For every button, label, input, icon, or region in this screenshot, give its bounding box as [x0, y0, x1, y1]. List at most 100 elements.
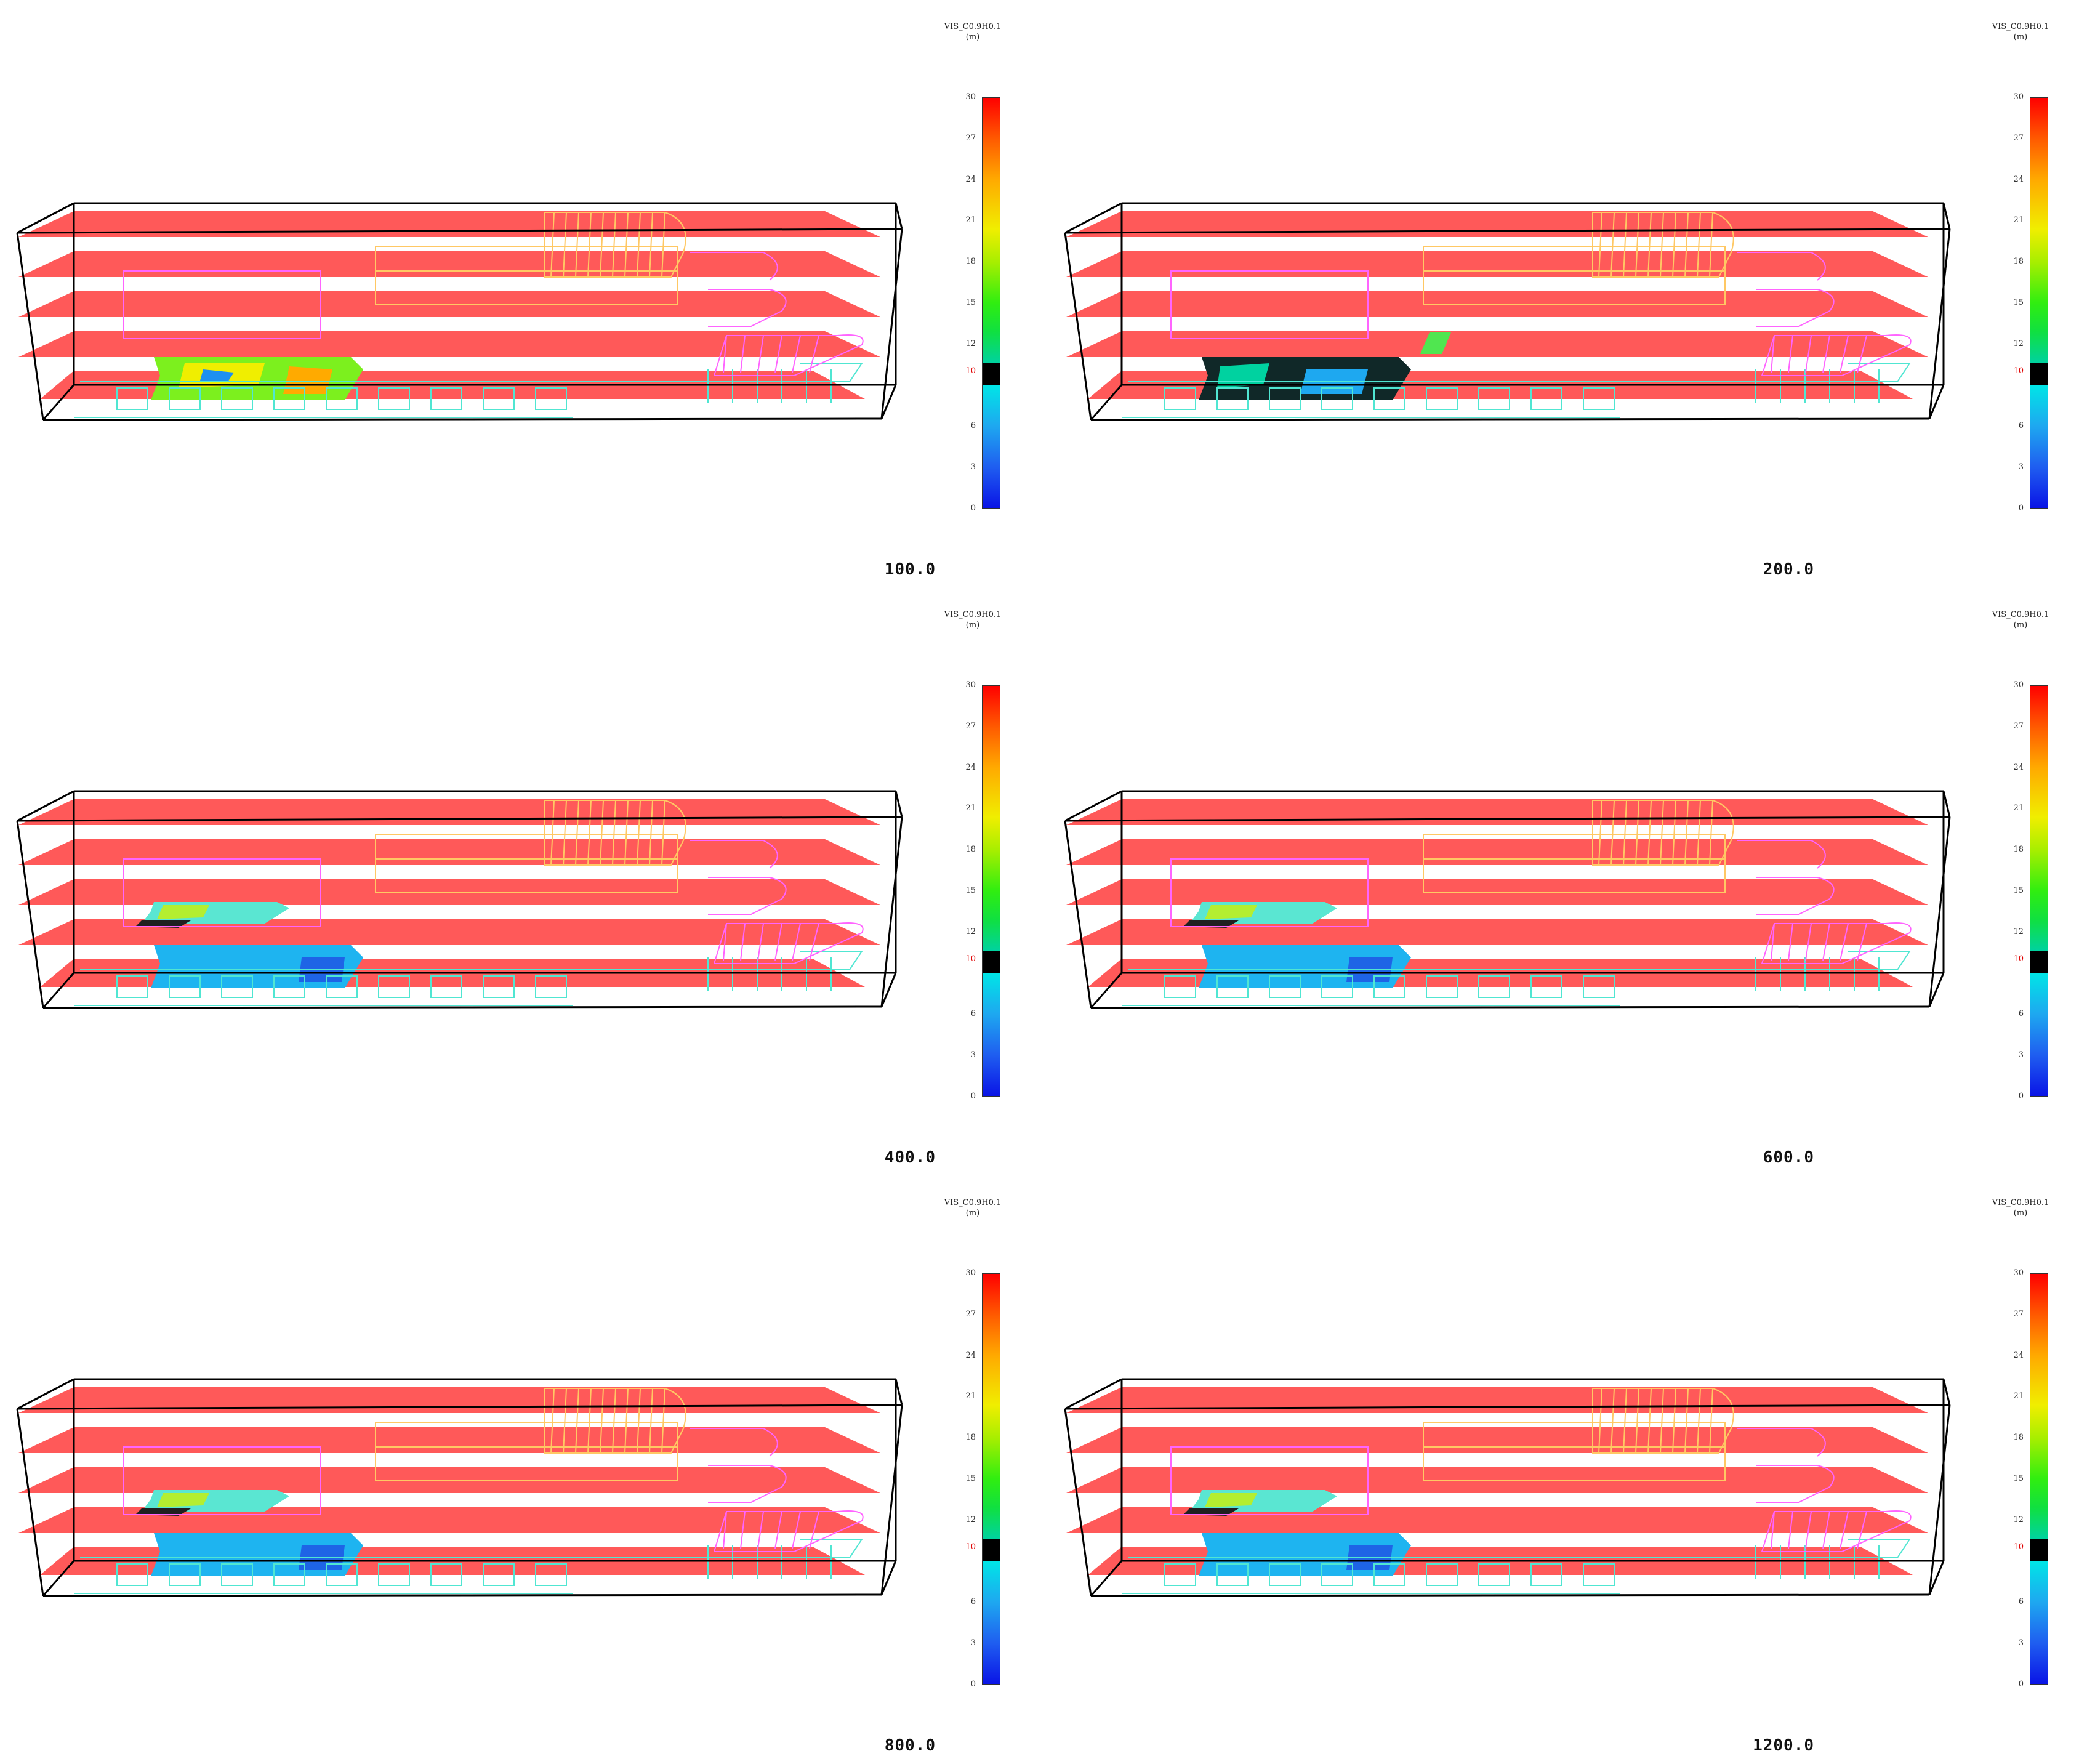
- colorbar-tick-label: 30: [965, 92, 976, 102]
- mid-rib: [1822, 923, 1830, 961]
- colorbar-quantity-label: VIS_C0.9H0.1: [1992, 1198, 2049, 1207]
- visibility-slice-plane: [18, 799, 880, 825]
- lower-room: [430, 1563, 462, 1586]
- colorbar-tick-label: 12: [965, 1515, 976, 1524]
- box-edge: [17, 816, 903, 822]
- lower-room: [326, 975, 358, 998]
- colorbar-tick-label: 15: [965, 1474, 976, 1483]
- colorbar-tick-label: 15: [965, 298, 976, 307]
- contour-patch-lime: [157, 1493, 209, 1507]
- lower-room: [116, 1563, 148, 1586]
- colorbar-tick-label: 6: [2018, 1009, 2024, 1019]
- colorbar-tick-label: 15: [2013, 1474, 2024, 1483]
- simulation-snapshot-panel: VIS_C0.9H0.1 (m) 30 27 24 21 18 15 12 10 6 3 0 600.0: [1048, 588, 2095, 1176]
- bridge-rib: [550, 212, 555, 278]
- visibility-slice-plane: [1066, 839, 1928, 865]
- bridge-rib: [1623, 212, 1627, 278]
- box-edge: [895, 791, 903, 818]
- box-edge: [1942, 203, 1951, 230]
- box-edge: [1064, 232, 1092, 421]
- lower-room: [535, 975, 567, 998]
- visibility-slice-plane: [1066, 331, 1928, 357]
- colorbar-tick-label: 3: [2018, 1638, 2024, 1648]
- bridge-rib: [575, 1388, 579, 1454]
- bridge-rib: [612, 212, 616, 278]
- bridge-house: [544, 1388, 686, 1454]
- bridge-rib: [1635, 800, 1639, 866]
- bridge-rib: [1684, 1388, 1689, 1454]
- bridge-rib: [600, 212, 604, 278]
- mid-deck-curved-edge: [708, 1465, 787, 1503]
- bridge-rib: [1610, 800, 1615, 866]
- lower-room: [1583, 387, 1615, 410]
- bridge-rib: [550, 800, 555, 866]
- mid-rib: [1840, 923, 1849, 961]
- mid-rib: [1788, 1511, 1793, 1549]
- bridge-rib: [624, 1388, 629, 1454]
- mid-deck-curved-edge: [1756, 877, 1835, 915]
- colorbar-tick-label: 15: [2013, 298, 2024, 307]
- mid-rib: [740, 335, 746, 373]
- visibility-colorbar: [2030, 685, 2048, 1097]
- mid-rib: [723, 923, 727, 961]
- colorbar-title: VIS_C0.9H0.1 (m): [911, 610, 1034, 630]
- mid-rib: [740, 1511, 746, 1549]
- lower-deck-outline: [80, 1539, 863, 1558]
- mid-deck-block: [123, 270, 321, 339]
- colorbar-tick-label: 27: [2013, 1309, 2024, 1319]
- visibility-contour-patches: [151, 357, 363, 400]
- box-edge: [42, 972, 75, 1009]
- mid-rib: [1857, 923, 1867, 961]
- contour-patch-green: [1420, 332, 1451, 354]
- lower-room: [378, 1563, 410, 1586]
- box-edge: [1064, 228, 1950, 234]
- bridge-house: [544, 212, 686, 278]
- colorbar-tick-label: 6: [970, 1597, 976, 1607]
- lower-deck-outline: [1128, 951, 1911, 970]
- domain-bounding-box: [1064, 202, 1951, 421]
- bridge-rib: [1598, 1388, 1602, 1454]
- colorbar-tick-label: 21: [2013, 215, 2024, 225]
- lower-room: [1478, 1563, 1510, 1586]
- colorbar-tick-label: 30: [2013, 92, 2024, 102]
- mid-deck-wireframe: [1170, 252, 1912, 376]
- colorbar-tick-label: 18: [2013, 1433, 2024, 1443]
- bridge-rib: [1598, 800, 1602, 866]
- mid-deck-curved-edge: [708, 877, 787, 915]
- bridge-rib: [637, 1388, 641, 1454]
- mid-deck-wireframe: [123, 840, 864, 964]
- colorbar-tick-label: 0: [970, 504, 976, 513]
- lower-room: [1269, 975, 1301, 998]
- bridge-rib: [624, 800, 629, 866]
- bridge-rib: [637, 800, 641, 866]
- upper-deck-block: [1423, 1422, 1726, 1481]
- mid-deck-curved-stern: [1761, 334, 1912, 376]
- bridge-rib: [1672, 212, 1676, 278]
- box-edge: [1064, 816, 1950, 822]
- visibility-colorbar: [982, 685, 1000, 1097]
- domain-bounding-box: [16, 790, 903, 1009]
- lower-deck-outline: [80, 951, 863, 970]
- bridge-rib: [575, 800, 579, 866]
- ship-3d-visibility-scene: [16, 790, 903, 1009]
- box-edge: [1090, 384, 1123, 421]
- visibility-contour-patches: [1199, 332, 1451, 400]
- ship-3d-visibility-scene: [1064, 1378, 1951, 1597]
- colorbar-tick-label: 3: [970, 1050, 976, 1060]
- box-edge: [1090, 417, 1930, 421]
- lower-room: [1321, 975, 1353, 998]
- mid-rib: [1771, 1511, 1775, 1549]
- mid-deck-upper-curve: [1737, 252, 1826, 281]
- visibility-slice-plane: [1066, 251, 1928, 277]
- lower-room: [1164, 387, 1196, 410]
- mid-rib: [740, 923, 746, 961]
- colorbar-tick-label: 6: [970, 1009, 976, 1019]
- visibility-slice-plane: [1066, 211, 1928, 237]
- colorbar-tick-label: 24: [965, 174, 976, 184]
- colorbar-tick-label: 0: [2018, 1092, 2024, 1101]
- bridge-rib: [612, 1388, 616, 1454]
- lower-room: [1321, 1563, 1353, 1586]
- colorbar-tick-label: 10: [2013, 954, 2024, 964]
- bridge-rib: [1635, 212, 1639, 278]
